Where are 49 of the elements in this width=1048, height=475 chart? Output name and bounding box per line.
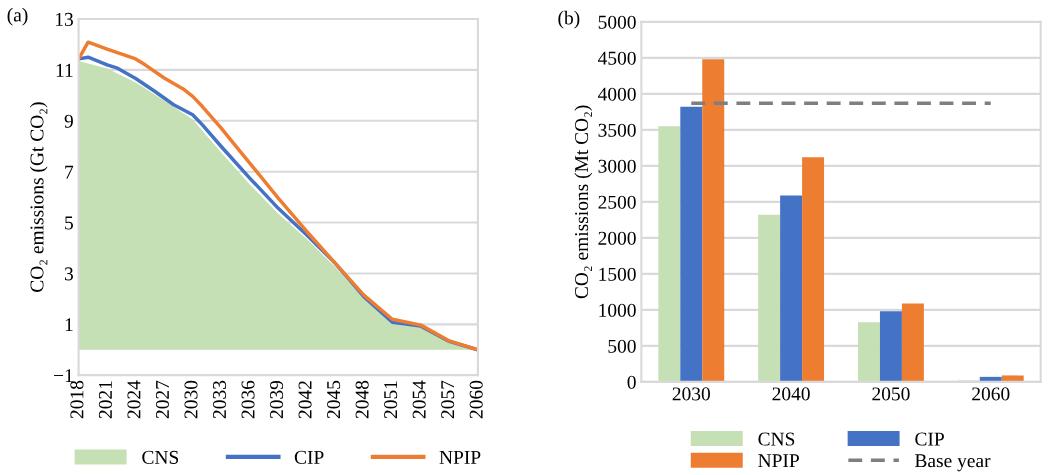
y-tick-label: 4500 (598, 51, 636, 65)
y-tick-label: 2000 (598, 231, 636, 245)
y-tick-label: 4000 (598, 87, 636, 101)
y-tick-label: 9 (64, 114, 73, 128)
x-tick-label: 2021 (98, 381, 112, 419)
legend-label: NPIP (758, 454, 799, 468)
y-tick-label: 7 (65, 165, 74, 179)
x-tick-label: 2039 (269, 380, 284, 419)
legend-label: CNS (758, 432, 795, 446)
x-tick-label: 2045 (327, 380, 341, 419)
y-tick-label: −1 (54, 369, 73, 382)
x-tick-label: 2040 (772, 387, 810, 401)
y-tick-label: 5 (65, 216, 73, 230)
chart-title: (a) (7, 7, 28, 26)
y-axis-title: CO₂ emissions (Mt CO₂) (574, 105, 593, 299)
x-tick-label: 2018 (70, 380, 84, 419)
x-tick-label: 2033 (212, 380, 227, 419)
x-tick-label: 2024 (127, 380, 141, 419)
x-tick-label: 2030 (184, 380, 198, 419)
y-tick-label: 3 (64, 267, 73, 281)
x-tick-label: 2030 (672, 387, 710, 401)
y-tick-label: 11 (56, 63, 73, 77)
legend-label: Base year (915, 454, 991, 472)
y-tick-label: 13 (56, 12, 73, 26)
y-tick-label: 2500 (598, 195, 636, 209)
x-tick-label: 2036 (241, 380, 255, 419)
y-axis-title: CO₂ emissions (Gt CO₂) (29, 102, 48, 292)
x-tick-label: 2027 (155, 380, 170, 419)
x-tick-label: 2060 (469, 380, 483, 419)
x-tick-label: 2057 (441, 380, 455, 419)
y-tick-label: 1000 (599, 303, 636, 317)
y-tick-label: 1 (65, 318, 73, 332)
y-tick-label: 3000 (598, 159, 636, 173)
legend-label: CNS (142, 450, 179, 464)
y-tick-label: 5000 (598, 15, 636, 29)
x-tick-label: 2042 (298, 381, 312, 419)
x-tick-label: 2048 (355, 380, 369, 419)
legend-label: NPIP (439, 450, 481, 464)
chart-title: (b) (558, 10, 580, 29)
x-tick-label: 2051 (384, 381, 398, 419)
x-tick-label: 2054 (412, 380, 426, 419)
y-tick-label: 500 (608, 339, 636, 353)
legend-label: CIP (915, 432, 944, 446)
legend-label: CIP (294, 450, 324, 464)
y-tick-label: 3500 (598, 123, 636, 137)
x-tick-label: 2060 (972, 387, 1010, 401)
x-tick-label: 2050 (872, 387, 910, 401)
y-tick-label: 0 (627, 375, 636, 389)
y-tick-label: 1500 (599, 267, 636, 281)
